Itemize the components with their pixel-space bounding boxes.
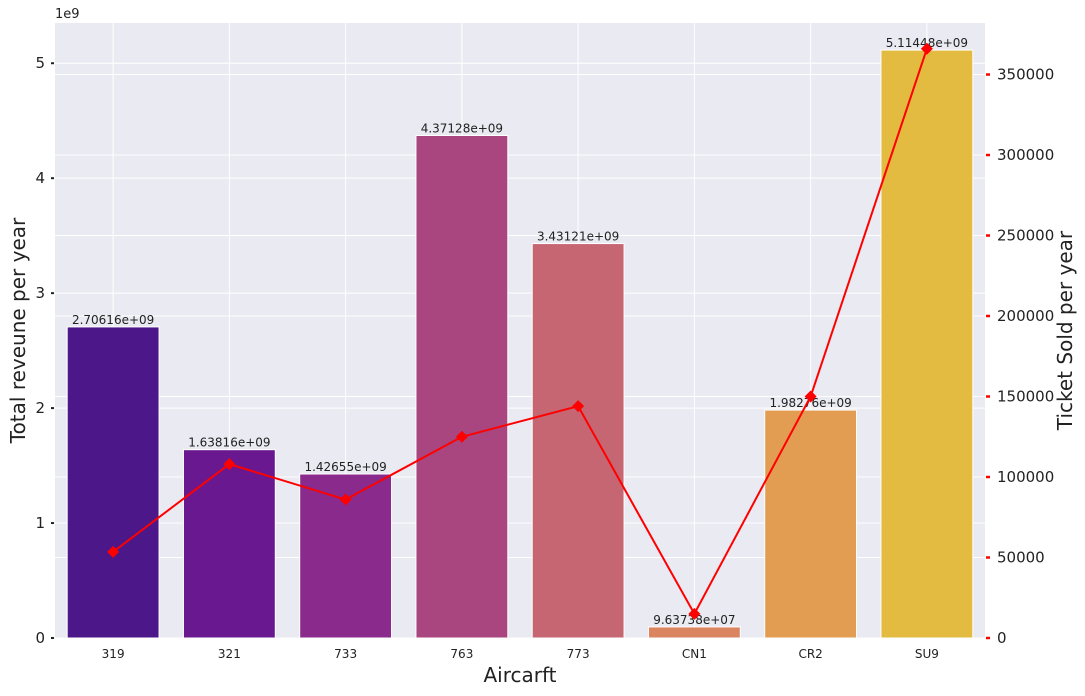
bar-319 [66, 326, 160, 639]
left-y-axis-title: Total reveune per year [6, 217, 30, 444]
x-tick-label: SU9 [915, 647, 939, 661]
revenue-bars [66, 49, 974, 639]
left-tick-label: 5 [35, 54, 45, 72]
bar-label-763: 4.37128e+09 [421, 122, 503, 136]
right-tick-label: 300000 [997, 146, 1054, 164]
left-tick-label: 0 [35, 629, 45, 647]
tickets-point-733 [339, 493, 352, 506]
left-tick-label: 3 [35, 284, 45, 302]
tickets-point-321 [223, 458, 236, 471]
x-axis: 319 321 733 763 773 CN1 CR2 SU9 [102, 647, 939, 661]
bar-label-733: 1.42655e+09 [304, 460, 386, 474]
right-y-axis-title: Ticket Sold per year [1053, 230, 1077, 431]
bar-label-CN1: 9.63738e+07 [653, 613, 735, 627]
bar-773 [531, 243, 625, 639]
left-tick-label: 2 [35, 399, 45, 417]
bar-label-CR2: 1.98276e+09 [769, 396, 851, 410]
bar-label-773: 3.43121e+09 [537, 230, 619, 244]
tickets-point-SU9 [920, 42, 933, 55]
left-tick-label: 4 [35, 169, 45, 187]
tickets-point-CN1 [688, 607, 701, 620]
tickets-point-CR2 [804, 390, 817, 403]
tickets-point-319 [107, 545, 120, 558]
x-tick-label: 321 [218, 647, 241, 661]
x-axis-title: Aircarft [483, 663, 556, 687]
right-y-axis: 0 50000 100000 150000 200000 250000 300000 3500… [986, 66, 1054, 647]
right-tick-label: 50000 [997, 549, 1045, 567]
tickets-point-773 [572, 400, 585, 413]
bar-CN1 [647, 626, 741, 639]
left-axis-offset-text: 1e9 [55, 7, 80, 22]
tickets-line [112, 48, 928, 616]
right-tick-label: 100000 [997, 468, 1054, 486]
bar-SU9 [880, 49, 974, 639]
right-tick-label: 350000 [997, 66, 1054, 84]
bar-label-319: 2.70616e+09 [72, 313, 154, 327]
right-tick-label: 200000 [997, 307, 1054, 325]
bar-value-labels: 2.70616e+09 1.63816e+09 1.42655e+09 4.37128… [72, 36, 968, 627]
right-tick-label: 250000 [997, 227, 1054, 245]
tickets-line-series [107, 42, 933, 620]
bar-CR2 [764, 409, 858, 639]
x-tick-label: 319 [102, 647, 125, 661]
x-tick-label: 773 [567, 647, 590, 661]
x-tick-label: 733 [334, 647, 357, 661]
bar-763 [415, 135, 509, 639]
left-y-axis: 0 1 2 3 4 5 [35, 54, 54, 647]
right-tick-label: 0 [997, 629, 1007, 647]
left-tick-label: 1 [35, 514, 45, 532]
bar-label-321: 1.63816e+09 [188, 436, 270, 450]
x-tick-label: CR2 [798, 647, 822, 661]
tickets-point-763 [455, 430, 468, 443]
x-tick-label: 763 [450, 647, 473, 661]
right-tick-label: 150000 [997, 388, 1054, 406]
x-tick-label: CN1 [682, 647, 707, 661]
bar-321 [182, 449, 276, 639]
